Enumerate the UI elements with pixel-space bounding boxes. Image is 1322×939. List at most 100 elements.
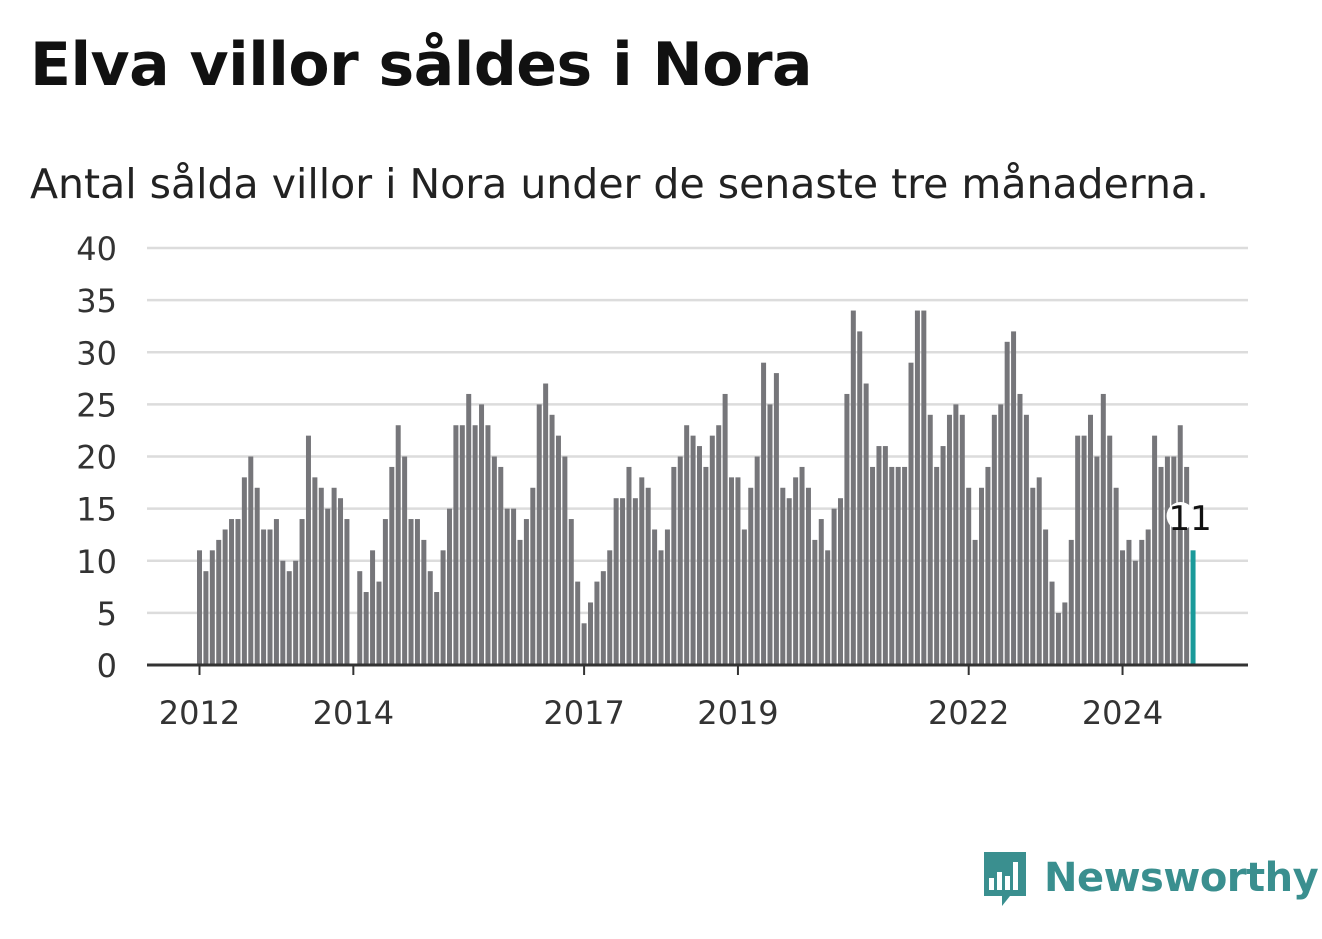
y-tick-label: 35 bbox=[76, 282, 117, 320]
bar bbox=[408, 519, 414, 665]
bar bbox=[838, 498, 843, 665]
bars bbox=[197, 310, 1196, 666]
newsworthy-logo-icon bbox=[984, 852, 1026, 906]
bar bbox=[805, 487, 811, 665]
bar bbox=[357, 571, 363, 665]
bar bbox=[376, 581, 382, 665]
bar bbox=[1184, 466, 1190, 665]
bar bbox=[273, 519, 279, 665]
bar bbox=[1132, 560, 1138, 665]
bar bbox=[626, 466, 632, 665]
bar bbox=[709, 435, 715, 665]
bar bbox=[664, 529, 670, 665]
bar bbox=[1094, 456, 1100, 665]
bar bbox=[229, 519, 235, 665]
y-tick-label: 5 bbox=[97, 595, 117, 633]
bar bbox=[780, 487, 786, 665]
bar bbox=[889, 466, 895, 665]
bar bbox=[325, 508, 331, 666]
bar bbox=[472, 425, 478, 665]
bar-highlight bbox=[1190, 550, 1196, 665]
bar bbox=[1126, 539, 1132, 665]
annotation-marker bbox=[1166, 502, 1195, 530]
bar bbox=[517, 539, 523, 665]
bar bbox=[729, 477, 735, 665]
bar bbox=[235, 519, 241, 665]
bar bbox=[684, 425, 690, 665]
bar bbox=[594, 581, 600, 665]
bar bbox=[607, 550, 613, 665]
bar bbox=[197, 550, 202, 665]
bar bbox=[280, 560, 286, 665]
bar bbox=[555, 435, 561, 665]
bar bbox=[543, 383, 549, 665]
bar bbox=[850, 310, 856, 665]
bar bbox=[421, 539, 427, 665]
bar bbox=[549, 414, 555, 665]
bar bbox=[652, 529, 658, 665]
bar bbox=[1152, 435, 1158, 665]
bar bbox=[402, 456, 408, 665]
bar bbox=[1017, 393, 1023, 665]
bar bbox=[382, 519, 388, 665]
bar bbox=[338, 498, 344, 665]
bar bbox=[613, 498, 619, 665]
bar bbox=[1120, 550, 1126, 665]
bar bbox=[825, 550, 831, 665]
bar bbox=[966, 487, 972, 665]
bar bbox=[1049, 581, 1055, 665]
bar bbox=[696, 446, 702, 665]
annotation: 11 bbox=[1166, 499, 1212, 539]
bar bbox=[1030, 487, 1036, 665]
annotation-label: 11 bbox=[1169, 499, 1212, 539]
bar bbox=[440, 550, 446, 665]
bar bbox=[575, 581, 581, 665]
bar bbox=[671, 466, 677, 665]
bar bbox=[761, 362, 767, 665]
bar bbox=[241, 477, 247, 665]
y-tick-label: 30 bbox=[76, 334, 117, 372]
bar bbox=[434, 592, 440, 665]
bar bbox=[1011, 331, 1017, 665]
bar bbox=[741, 529, 747, 665]
bar bbox=[991, 414, 997, 665]
bar bbox=[831, 508, 837, 666]
bar bbox=[261, 529, 267, 665]
bar bbox=[985, 466, 991, 665]
bar bbox=[677, 456, 683, 665]
bar bbox=[446, 508, 452, 666]
bar bbox=[1081, 435, 1087, 665]
bar bbox=[979, 487, 985, 665]
bar bbox=[895, 466, 901, 665]
bar bbox=[318, 487, 324, 665]
bar bbox=[1036, 477, 1042, 665]
bar bbox=[1145, 529, 1151, 665]
bar bbox=[998, 404, 1004, 666]
bar bbox=[1107, 435, 1113, 665]
x-axis: 2012 2014 2017 2019 2022 2024 bbox=[147, 663, 1248, 732]
bar bbox=[940, 446, 946, 665]
bar bbox=[588, 602, 594, 665]
bar bbox=[793, 477, 799, 665]
bar bbox=[632, 498, 638, 665]
bar bbox=[645, 487, 651, 665]
bar bbox=[414, 519, 420, 665]
bar bbox=[299, 519, 305, 665]
bar bbox=[1113, 487, 1119, 665]
bar bbox=[344, 519, 350, 665]
bar bbox=[716, 425, 722, 665]
bar bbox=[1023, 414, 1029, 665]
bar bbox=[754, 456, 760, 665]
bar bbox=[485, 425, 491, 665]
bar bbox=[491, 456, 497, 665]
bar bbox=[568, 519, 574, 665]
x-tick-label: 2017 bbox=[543, 694, 624, 732]
bar bbox=[882, 446, 888, 665]
bar bbox=[530, 487, 536, 665]
bar bbox=[959, 414, 965, 665]
bar bbox=[914, 310, 920, 665]
bar bbox=[1164, 456, 1170, 665]
bar bbox=[1062, 602, 1068, 665]
bar bbox=[1177, 425, 1183, 665]
bar bbox=[293, 560, 299, 665]
